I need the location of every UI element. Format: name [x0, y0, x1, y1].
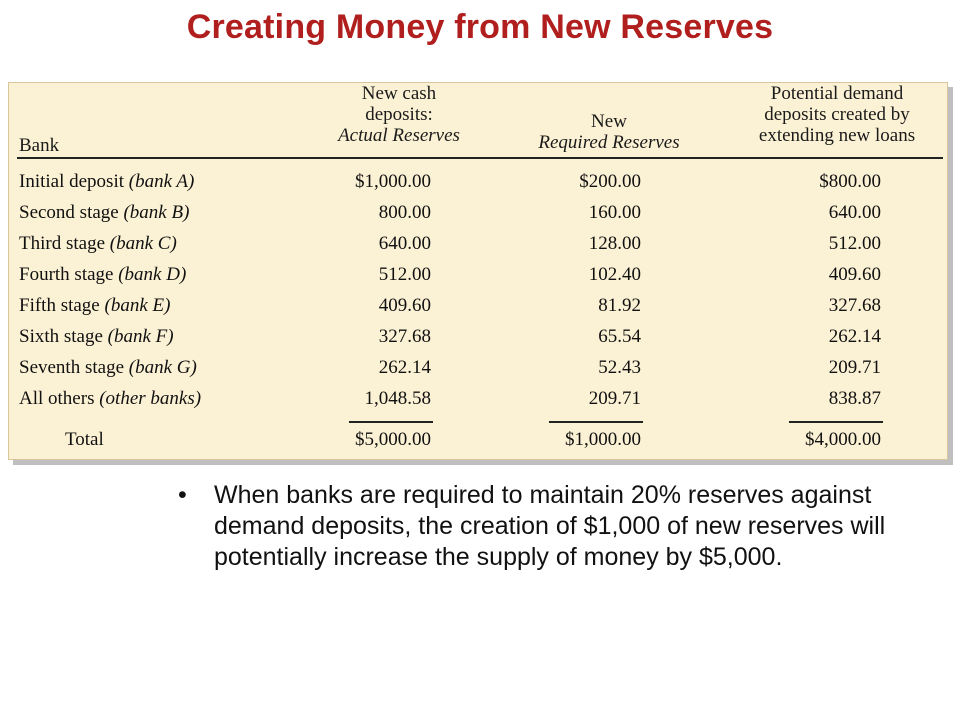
row-stage: Third stage: [19, 233, 106, 254]
row-bank-name: (bank F): [107, 326, 174, 347]
reserves-table: Bank New cash deposits: Actual Reserves …: [8, 82, 948, 460]
row-bank-cell: All others (other banks): [19, 388, 201, 410]
row-cash: 1,048.58: [364, 388, 432, 409]
sum-underline-required: [549, 421, 643, 423]
sum-underline-potential: [789, 421, 883, 423]
row-bank-cell: Sixth stage (bank F): [19, 326, 174, 348]
row-stage: Second stage: [19, 202, 119, 223]
total-potential: $4,000.00: [805, 429, 881, 450]
row-potential: $800.00: [819, 171, 881, 192]
header-pot-line1: Potential demand: [770, 83, 904, 104]
total-row: Total $5,000.00 $1,000.00 $4,000.00: [9, 429, 947, 459]
total-label: Total: [65, 429, 104, 450]
row-potential: 262.14: [828, 326, 881, 347]
row-required: 65.54: [598, 326, 641, 347]
header-req-line2: Required Reserves: [538, 132, 680, 153]
row-bank-cell: Fifth stage (bank E): [19, 295, 170, 317]
row-required: 128.00: [588, 233, 641, 254]
header-pot-line3: extending new loans: [758, 125, 916, 146]
slide-title: Creating Money from New Reserves: [186, 8, 774, 46]
row-potential: 838.87: [828, 388, 881, 409]
row-bank-cell: Seventh stage (bank G): [19, 357, 197, 379]
header-actual-reserves: New cash deposits: Actual Reserves: [309, 83, 489, 146]
row-cash: 640.00: [378, 233, 431, 254]
total-cash: $5,000.00: [355, 429, 431, 450]
row-cash: 327.68: [378, 326, 431, 347]
header-potential-deposits: Potential demand deposits created by ext…: [729, 83, 945, 146]
bullet-icon: •: [178, 481, 187, 509]
row-stage: Initial deposit: [19, 171, 125, 192]
row-required: $200.00: [579, 171, 641, 192]
row-bank-name: (bank C): [109, 233, 177, 254]
row-potential: 512.00: [828, 233, 881, 254]
row-bank-name: (bank D): [118, 264, 187, 285]
row-bank-cell: Fourth stage (bank D): [19, 264, 186, 286]
row-cash: 409.60: [378, 295, 431, 316]
row-bank-name: (bank E): [104, 295, 171, 316]
table-row: Sixth stage (bank F) 327.68 65.54 262.14: [9, 326, 947, 356]
table-row: Third stage (bank C) 640.00 128.00 512.0…: [9, 233, 947, 263]
row-stage: Fourth stage: [19, 264, 114, 285]
row-bank-cell: Initial deposit (bank A): [19, 171, 194, 193]
table-row: Seventh stage (bank G) 262.14 52.43 209.…: [9, 357, 947, 387]
row-required: 102.40: [588, 264, 641, 285]
total-required: $1,000.00: [565, 429, 641, 450]
header-required-reserves: New Required Reserves: [509, 111, 709, 153]
header-cash-line3: Actual Reserves: [338, 125, 460, 146]
row-stage: Sixth stage: [19, 326, 103, 347]
row-required: 81.92: [598, 295, 641, 316]
table-row: Initial deposit (bank A) $1,000.00 $200.…: [9, 171, 947, 201]
header-cash-line1: New cash: [361, 83, 437, 104]
bullet-text: When banks are required to maintain 20% …: [214, 481, 886, 571]
sum-underline-cash: [349, 421, 433, 423]
row-bank-cell: Third stage (bank C): [19, 233, 177, 255]
row-cash: 512.00: [378, 264, 431, 285]
header-req-line1: New: [591, 111, 627, 132]
row-bank-name: (bank G): [128, 357, 197, 378]
table-row: Second stage (bank B) 800.00 160.00 640.…: [9, 202, 947, 232]
row-potential: 640.00: [828, 202, 881, 223]
row-bank-name: (bank B): [123, 202, 190, 223]
row-cash: 262.14: [378, 357, 431, 378]
header-cash-line2: deposits:: [365, 104, 433, 125]
row-required: 160.00: [588, 202, 641, 223]
header-bank: Bank: [19, 135, 60, 156]
row-stage: Fifth stage: [19, 295, 100, 316]
table-row: Fourth stage (bank D) 512.00 102.40 409.…: [9, 264, 947, 294]
row-potential: 409.60: [828, 264, 881, 285]
row-bank-cell: Second stage (bank B): [19, 202, 189, 224]
header-divider: [17, 157, 943, 159]
row-cash: $1,000.00: [355, 171, 431, 192]
table-row: All others (other banks) 1,048.58 209.71…: [9, 388, 947, 418]
table-row: Fifth stage (bank E) 409.60 81.92 327.68: [9, 295, 947, 325]
row-potential: 209.71: [828, 357, 881, 378]
row-required: 52.43: [598, 357, 641, 378]
header-pot-line2: deposits created by: [764, 104, 910, 125]
row-required: 209.71: [588, 388, 641, 409]
row-bank-name: (bank A): [128, 171, 195, 192]
row-stage: Seventh stage: [19, 357, 125, 378]
row-cash: 800.00: [378, 202, 431, 223]
row-potential: 327.68: [828, 295, 881, 316]
row-bank-name: (other banks): [99, 388, 202, 409]
row-stage: All others: [19, 388, 95, 409]
